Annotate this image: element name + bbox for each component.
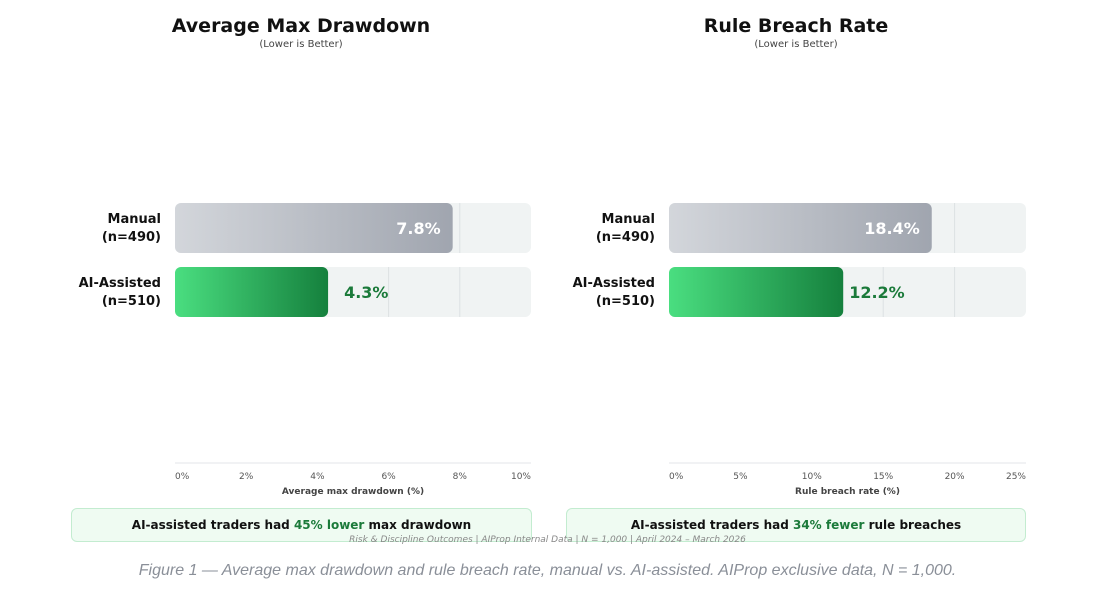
drawdown-callout-pre: AI-assisted traders had — [131, 518, 294, 532]
source-line: Risk & Discipline Outcomes | AIProp Inte… — [349, 535, 746, 545]
drawdown-bar-ai-assisted — [175, 267, 329, 317]
drawdown-subtitle: (Lower is Better) — [259, 39, 343, 50]
drawdown-value-label-manual: 7.8% — [396, 219, 440, 238]
drawdown-bar-manual — [175, 203, 453, 253]
drawdown-callout: AI-assisted traders had 45% lower max dr… — [71, 508, 532, 542]
drawdown-callout-highlight: 45% lower — [293, 518, 365, 532]
breach-callout-post: rule breaches — [864, 518, 962, 532]
breach-x-axis-label: Rule breach rate (%) — [795, 487, 900, 497]
breach-callout-pre: AI-assisted traders had — [630, 518, 793, 532]
figure-caption: Figure 1 — Average max drawdown and rule… — [138, 562, 957, 579]
breach-value-label-manual: 18.4% — [864, 219, 920, 238]
drawdown-x-axis-label: Average max drawdown (%) — [282, 487, 424, 497]
drawdown-tick-label-5: 10% — [511, 472, 531, 482]
drawdown-tick-label-3: 6% — [381, 472, 396, 482]
breach-category-label-1-1: (n=510) — [596, 294, 655, 309]
drawdown-title: Average Max Drawdown — [171, 15, 431, 37]
breach-bar-ai-assisted — [669, 267, 844, 317]
drawdown-tick-label-4: 8% — [453, 472, 468, 482]
drawdown-category-label-1-1: (n=510) — [102, 294, 161, 309]
drawdown-tick-label-2: 4% — [310, 472, 325, 482]
drawdown-callout-post: max drawdown — [364, 518, 472, 532]
breach-panel: Rule Breach Rate (Lower is Better) — [565, 0, 1027, 560]
breach-tick-label-2: 10% — [802, 472, 822, 482]
drawdown-value-label-ai-assisted: 4.3% — [344, 283, 388, 302]
breach-tick-label-3: 15% — [873, 472, 893, 482]
breach-callout-highlight: 34% fewer — [792, 518, 865, 532]
drawdown-category-label-1-0: AI-Assisted — [79, 276, 161, 291]
breach-tick-label-5: 25% — [1006, 472, 1026, 482]
drawdown-tick-label-1: 2% — [239, 472, 254, 482]
breach-tick-label-4: 20% — [945, 472, 965, 482]
breach-category-label-0-1: (n=490) — [596, 230, 655, 245]
drawdown-panel: Average Max Drawdown (Lower is Better) — [70, 0, 532, 560]
breach-title: Rule Breach Rate — [703, 15, 889, 37]
drawdown-tick-label-0: 0% — [175, 472, 190, 482]
breach-value-label-ai-assisted: 12.2% — [849, 283, 905, 302]
breach-subtitle: (Lower is Better) — [754, 39, 838, 50]
breach-category-label-1-0: AI-Assisted — [573, 276, 655, 291]
breach-tick-label-0: 0% — [669, 472, 684, 482]
breach-tick-label-1: 5% — [733, 472, 748, 482]
breach-callout: AI-assisted traders had 34% fewer rule b… — [566, 508, 1026, 542]
drawdown-category-label-0-0: Manual — [108, 212, 161, 227]
drawdown-category-label-0-1: (n=490) — [102, 230, 161, 245]
breach-category-label-0-0: Manual — [602, 212, 655, 227]
breach-bar-manual — [669, 203, 932, 253]
